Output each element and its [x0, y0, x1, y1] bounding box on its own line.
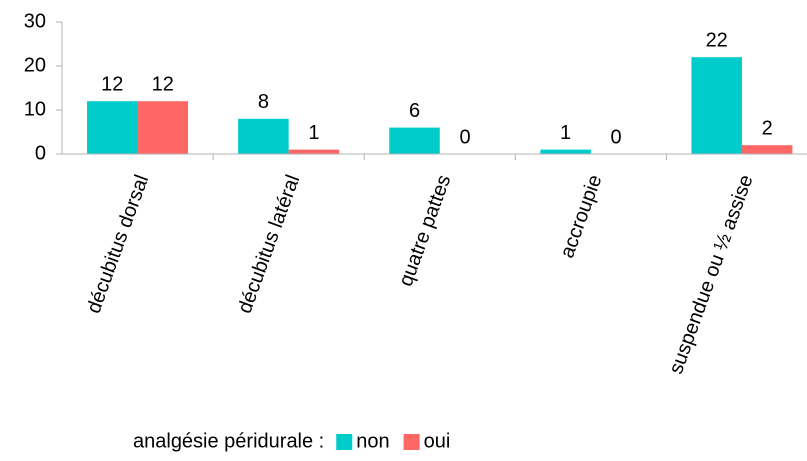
data-label: 6	[409, 100, 420, 122]
bar	[540, 149, 591, 154]
bar	[389, 127, 440, 154]
y-tick-label: 30	[24, 10, 46, 32]
x-tick-label: quatre pattes	[395, 172, 456, 289]
data-label: 2	[762, 117, 773, 139]
legend-swatch	[403, 434, 420, 450]
x-tick-label: accroupie	[556, 172, 606, 261]
legend-title: analgésie péridurale :	[133, 430, 324, 452]
legend-label: oui	[424, 430, 451, 452]
data-label: 8	[258, 91, 269, 113]
bar	[288, 149, 340, 154]
data-label: 1	[308, 122, 319, 144]
x-tick-label: décubitus latéral	[234, 172, 304, 316]
data-label: 0	[611, 126, 622, 148]
data-label: 1	[560, 122, 571, 144]
legend-label: non	[356, 430, 389, 452]
legend-swatch	[336, 434, 353, 450]
bar	[137, 101, 189, 154]
bar	[238, 118, 289, 154]
bar	[741, 145, 793, 154]
y-tick-label: 10	[24, 98, 46, 120]
x-tick-label: suspendue ou ½ assise	[665, 172, 758, 377]
data-label: 12	[101, 73, 123, 95]
y-tick-label: 20	[24, 54, 46, 76]
data-label: 12	[152, 73, 174, 95]
y-tick-label: 0	[35, 142, 46, 164]
bar	[87, 101, 138, 154]
bar	[691, 57, 742, 155]
data-label: 0	[459, 126, 470, 148]
x-tick-label: décubitus dorsal	[83, 172, 153, 316]
data-label: 22	[706, 29, 728, 51]
